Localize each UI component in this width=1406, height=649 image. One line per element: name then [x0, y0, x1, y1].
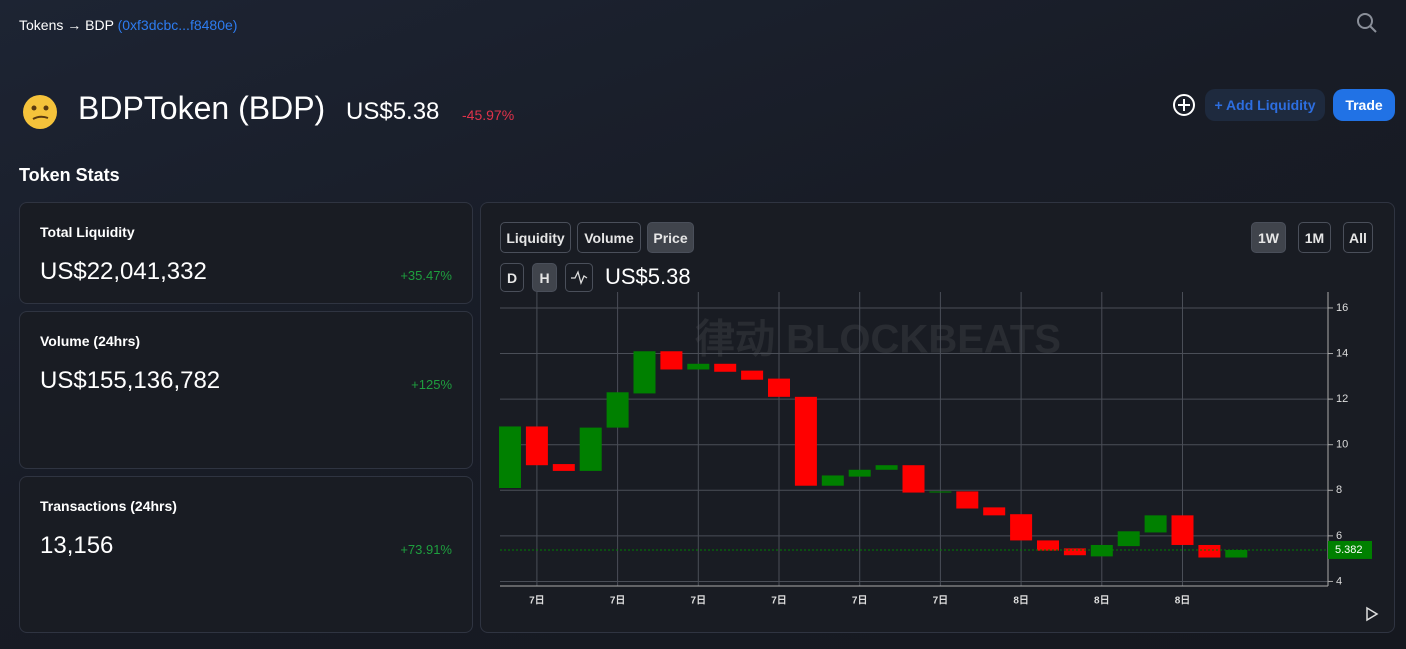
add-icon[interactable]: [1172, 93, 1196, 117]
x-tick-label: 8日: [1013, 595, 1029, 607]
candle: [902, 465, 925, 493]
candle: [714, 363, 737, 372]
stat-change: +73.91%: [400, 542, 452, 557]
candle: [1063, 548, 1086, 556]
candle: [579, 427, 602, 471]
candle: [821, 475, 844, 486]
candle: [983, 507, 1006, 516]
chart-panel: [480, 202, 1395, 633]
x-tick-label: 7日: [852, 595, 868, 607]
chart-tab[interactable]: Volume: [577, 222, 641, 253]
trade-button[interactable]: Trade: [1333, 89, 1395, 121]
y-tick-label: 10: [1336, 439, 1348, 451]
candle: [552, 464, 575, 471]
y-tick-label: 12: [1336, 393, 1348, 405]
x-tick-label: 7日: [610, 595, 626, 607]
y-tick-label: 4: [1336, 575, 1342, 587]
token-name: BDPToken (BDP): [78, 90, 326, 126]
y-tick-label: 16: [1336, 302, 1348, 314]
interval-tab[interactable]: H: [532, 263, 557, 292]
candle: [794, 396, 817, 486]
range-tab[interactable]: 1M: [1298, 222, 1331, 253]
stat-label: Transactions (24hrs): [40, 498, 177, 514]
stat-value: US$155,136,782: [40, 367, 221, 394]
current-price: US$5.38: [605, 264, 691, 289]
watermark: 律动 BLOCKBEATS: [695, 318, 1061, 362]
line-mode-button[interactable]: [565, 263, 593, 292]
candle: [633, 351, 656, 394]
x-tick-label: 7日: [933, 595, 949, 607]
candle: [875, 465, 898, 470]
candle: [1037, 540, 1059, 551]
token-address[interactable]: (0xf3dcbc...f8480e): [117, 17, 238, 33]
candle: [741, 370, 764, 380]
candle: [1090, 544, 1113, 557]
breadcrumb-token: BDP: [85, 17, 114, 33]
x-tick-label: 7日: [771, 595, 787, 607]
token-price: US$5.38: [346, 98, 440, 125]
stat-value: US$22,041,332: [40, 258, 207, 285]
y-tick-label: 8: [1336, 484, 1342, 496]
add-liquidity-button[interactable]: + Add Liquidity: [1205, 89, 1325, 121]
candle: [768, 378, 790, 397]
chart-tab[interactable]: Liquidity: [500, 222, 571, 253]
candle: [1171, 515, 1194, 545]
interval-tab[interactable]: D: [500, 263, 524, 292]
candle: [848, 469, 871, 477]
search-icon[interactable]: [1356, 12, 1378, 34]
x-tick-label: 8日: [1094, 595, 1110, 607]
section-title: Token Stats: [19, 165, 120, 185]
range-tab[interactable]: 1W: [1251, 222, 1286, 253]
y-tick-label: 6: [1336, 530, 1342, 542]
stat-card: Volume (24hrs) US$155,136,782 +125%: [19, 311, 473, 469]
chart-tab[interactable]: Price: [647, 222, 694, 253]
candle: [929, 491, 952, 493]
candle: [606, 392, 629, 428]
stat-label: Volume (24hrs): [40, 333, 141, 349]
stat-change: +125%: [411, 377, 452, 392]
last-price-box: [1328, 540, 1372, 559]
y-tick-label: 14: [1336, 347, 1348, 359]
candle: [499, 426, 521, 488]
candle: [1225, 549, 1248, 558]
candle: [660, 351, 683, 370]
candle: [1198, 544, 1221, 558]
last-price-label: 5.382: [1335, 544, 1363, 556]
x-tick-label: 7日: [691, 595, 707, 607]
price-chart: 律动 BLOCKBEATS 4 6 8 10 12 14 16 7日 7日 7日 7日 7日 7日 8日 8…: [499, 292, 1372, 607]
breadcrumb: Tokens → BDP (0xf3dcbc...f8480e): [19, 17, 237, 33]
stat-value: 13,156: [40, 532, 114, 559]
candle: [1117, 531, 1140, 547]
breadcrumb-arrow: →: [67, 17, 82, 33]
range-tab[interactable]: All: [1343, 222, 1373, 253]
stat-card: Transactions (24hrs) 13,156 +73.91%: [19, 476, 473, 633]
x-tick-label: 7日: [529, 595, 545, 607]
candle: [1010, 514, 1033, 541]
token-icon: [23, 95, 57, 129]
scroll-button[interactable]: [1364, 606, 1380, 622]
candle: [956, 491, 979, 509]
x-tick-label: 8日: [1175, 595, 1191, 607]
stat-card: Total Liquidity US$22,041,332 +35.47%: [19, 202, 473, 304]
candle: [1144, 515, 1167, 533]
breadcrumb-root[interactable]: Tokens: [19, 17, 64, 33]
candle: [687, 363, 710, 370]
candle: [525, 426, 548, 466]
token-change: -45.97%: [462, 107, 515, 123]
stat-change: +35.47%: [400, 268, 452, 283]
stat-label: Total Liquidity: [40, 224, 135, 240]
